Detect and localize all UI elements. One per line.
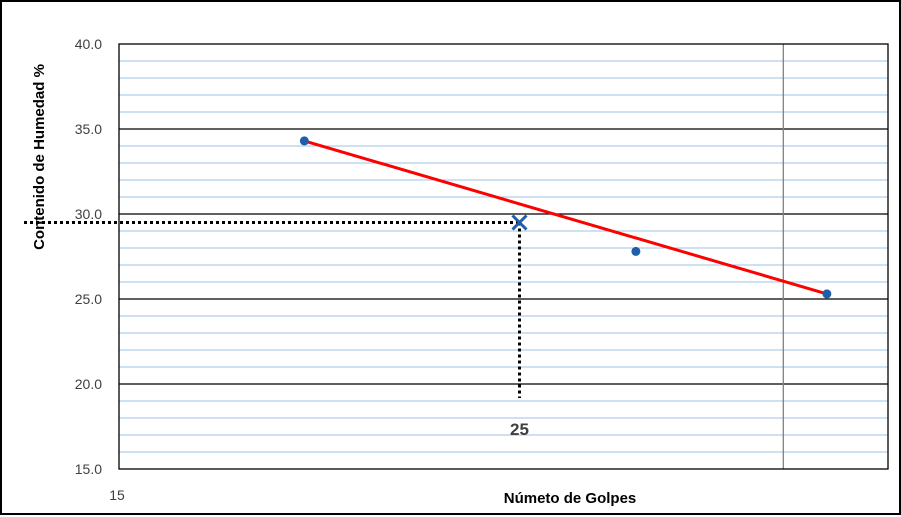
trend-line-group (303, 139, 828, 296)
y-tick-label: 30.0 (75, 206, 102, 222)
minor-gridlines (119, 60, 888, 453)
annotation-marker (511, 214, 528, 231)
plot-area-border (118, 43, 889, 470)
data-point (299, 136, 309, 146)
major-gridlines (119, 44, 888, 469)
y-tick-label: 25.0 (75, 291, 102, 307)
annotation-label: 25 (510, 420, 529, 439)
x-axis-title: Númeto de Golpes (504, 490, 637, 507)
guide-lines (24, 221, 522, 398)
data-point (822, 289, 832, 299)
x-tick-label: 15 (109, 487, 125, 503)
data-points (299, 136, 832, 299)
trend-line (303, 139, 828, 296)
y-tick-labels: 40.0 35.0 30.0 25.0 20.0 15.0 (75, 36, 102, 477)
y-tick-label: 15.0 (75, 461, 102, 477)
x-tick-labels: 15 (109, 487, 125, 503)
y-tick-label: 35.0 (75, 121, 102, 137)
y-tick-label: 20.0 (75, 376, 102, 392)
y-tick-label: 40.0 (75, 36, 102, 52)
y-axis-title: Contenido de Humedad % (31, 64, 48, 250)
data-point (631, 246, 641, 256)
